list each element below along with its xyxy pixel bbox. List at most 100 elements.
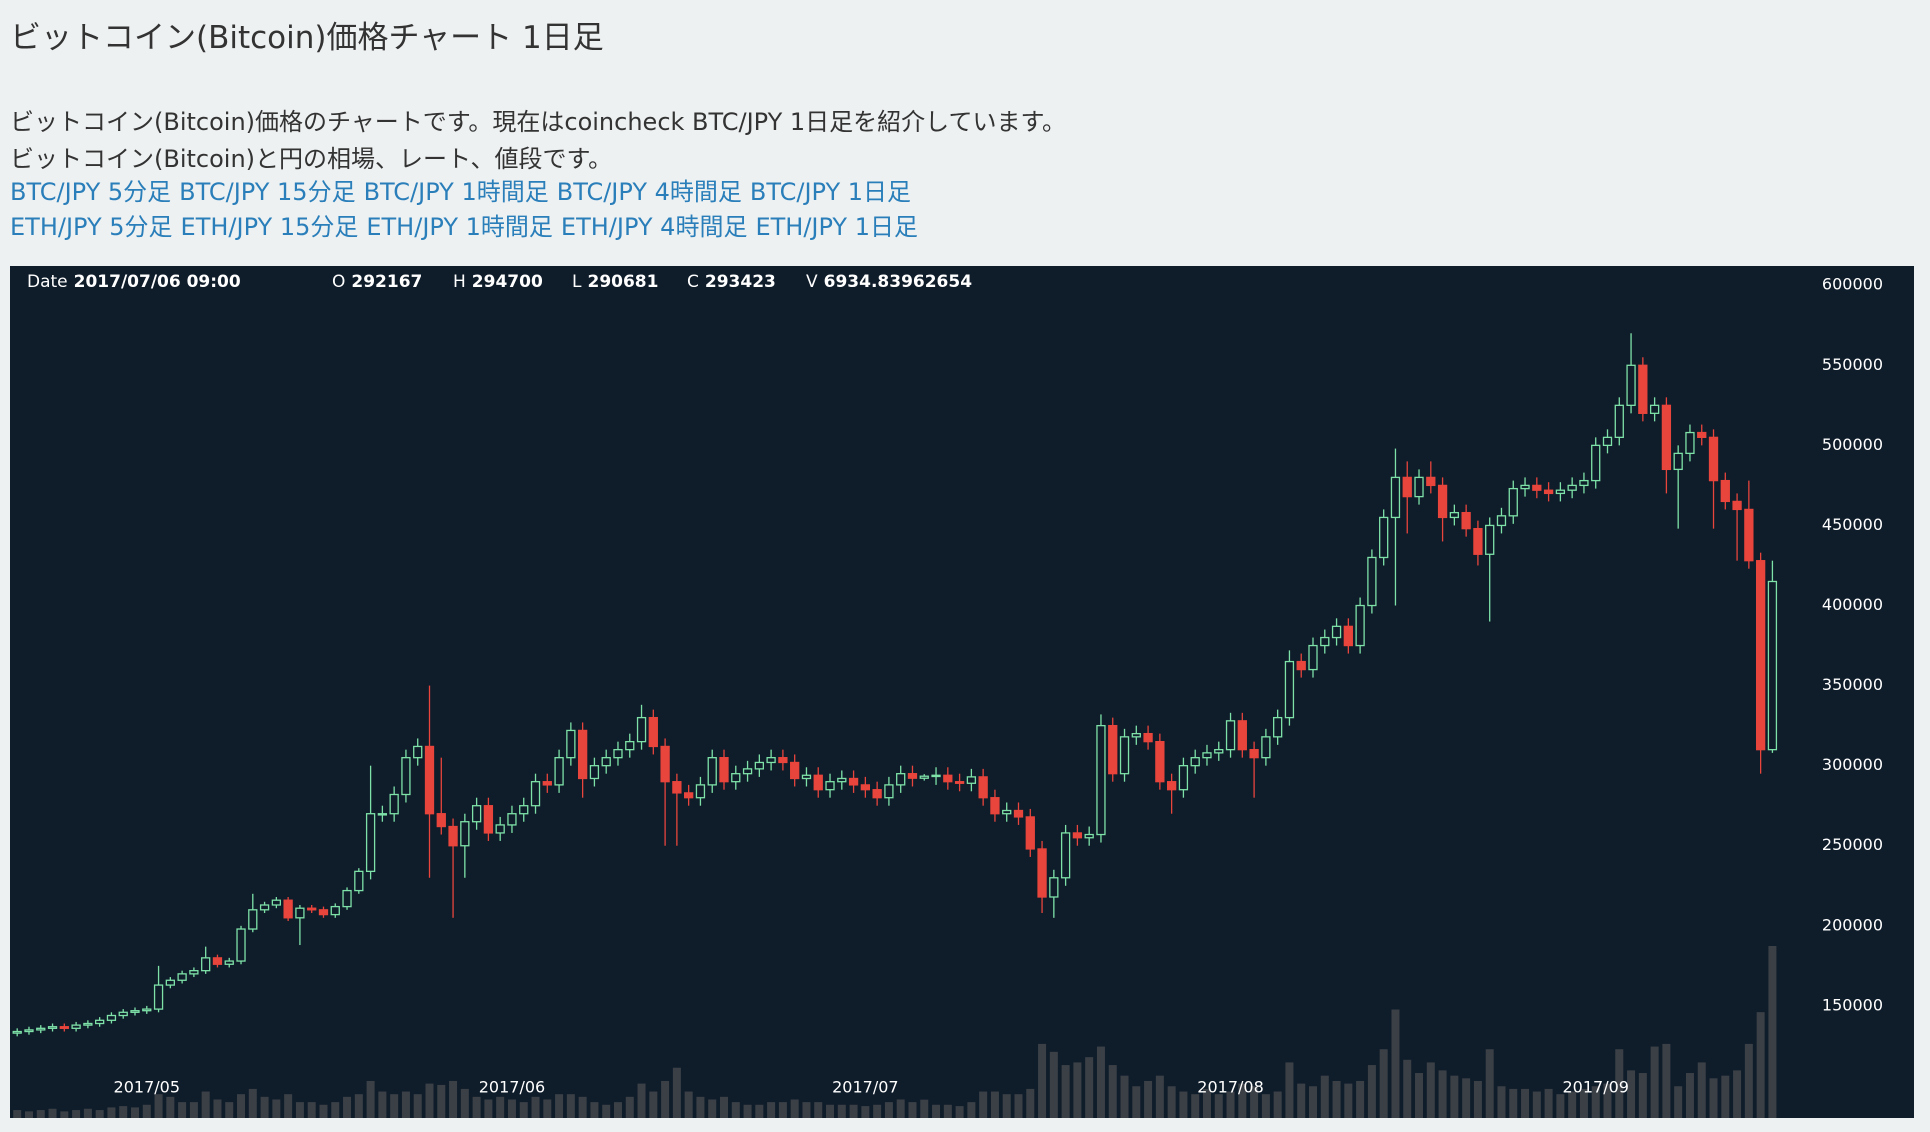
candle-body	[1473, 527, 1483, 555]
candle-body	[1284, 660, 1295, 719]
volume-bar	[1473, 1080, 1482, 1118]
x-tick-label: 2017/06	[479, 1078, 545, 1097]
volume-bar	[260, 1096, 269, 1118]
volume-bar	[496, 1096, 505, 1118]
volume-bar	[861, 1106, 870, 1118]
volume-bar	[802, 1102, 811, 1118]
volume-bar	[507, 1099, 516, 1118]
candle-body	[295, 907, 305, 919]
candle-body	[1214, 749, 1224, 754]
candle-body	[1049, 877, 1059, 898]
y-tick-label: 400000	[1822, 595, 1883, 614]
volume-bar	[1638, 1073, 1647, 1118]
volume-bar	[1556, 1094, 1565, 1118]
volume-bar	[1344, 1083, 1353, 1118]
candle-body	[236, 928, 246, 962]
volume-bar	[1120, 1075, 1129, 1118]
candle-body	[1225, 720, 1236, 751]
candle-body	[1190, 757, 1200, 767]
volume-bar	[284, 1094, 293, 1118]
volume-bar	[95, 1110, 104, 1118]
volume-bar	[1367, 1065, 1376, 1118]
volume-bar	[1108, 1065, 1117, 1118]
candle-body	[684, 792, 694, 799]
chart-link[interactable]: BTC/JPY 15分足	[179, 178, 356, 206]
volume-bar	[201, 1091, 210, 1118]
candle-body	[413, 745, 423, 759]
volume-bar	[1391, 1009, 1400, 1118]
chart-link[interactable]: ETH/JPY 15分足	[180, 213, 359, 241]
candle-body	[589, 765, 600, 780]
volume-bar	[661, 1080, 670, 1118]
chart-link[interactable]: ETH/JPY 4時間足	[560, 213, 748, 241]
volume-bar	[649, 1091, 658, 1118]
candle-body	[1155, 740, 1165, 783]
candle-body	[1673, 452, 1683, 471]
candle-body	[1426, 476, 1436, 487]
volume-bar	[1379, 1049, 1388, 1118]
candle-body	[1084, 833, 1094, 839]
candle-body	[1320, 636, 1330, 647]
volume-bar	[1733, 1070, 1742, 1118]
candle-body	[1060, 832, 1071, 879]
candle-body	[601, 757, 611, 767]
candle-body	[577, 729, 588, 780]
chart-link[interactable]: BTC/JPY 1時間足	[363, 178, 549, 206]
legend-value: 2017/07/06 09:00	[74, 272, 241, 292]
volume-bar	[743, 1104, 752, 1118]
candle-body	[766, 757, 776, 764]
chart-link[interactable]: ETH/JPY 1日足	[755, 213, 918, 241]
chart-link[interactable]: BTC/JPY 5分足	[10, 178, 172, 206]
chart-link[interactable]: ETH/JPY 1時間足	[366, 213, 553, 241]
volume-bar	[24, 1111, 33, 1118]
volume-bar	[555, 1094, 564, 1118]
volume-bar	[932, 1104, 941, 1118]
volume-bar	[531, 1096, 540, 1118]
candle-body	[1543, 489, 1554, 495]
volume-bar	[1627, 1070, 1636, 1118]
volume-bar	[1179, 1091, 1188, 1118]
chart-link[interactable]: BTC/JPY 4時間足	[556, 178, 742, 206]
volume-bar	[637, 1083, 646, 1118]
volume-bar	[1403, 1059, 1412, 1118]
volume-bar	[331, 1102, 340, 1118]
candle-body	[1131, 732, 1141, 738]
candle-body	[1437, 484, 1448, 519]
volume-bar	[1014, 1094, 1023, 1118]
candle-body	[248, 909, 258, 930]
volume-bar	[1662, 1043, 1671, 1118]
y-tick-label: 250000	[1822, 835, 1883, 854]
candle-body	[1331, 625, 1342, 639]
volume-bar	[119, 1106, 128, 1118]
candle-body	[1308, 644, 1318, 671]
candle-body	[1697, 431, 1707, 439]
candle-body	[1649, 404, 1660, 414]
volume-bar	[896, 1099, 905, 1118]
legend-label: O	[332, 272, 345, 292]
candle-body	[613, 749, 623, 759]
candle-body	[36, 1027, 46, 1031]
volume-bar	[378, 1091, 387, 1118]
candle-body	[790, 761, 800, 780]
volume-bar	[1191, 1094, 1200, 1118]
chart-background	[10, 266, 1914, 1118]
candle-body	[1720, 479, 1730, 503]
volume-bar	[720, 1096, 728, 1118]
candle-body	[130, 1010, 140, 1013]
candle-body	[436, 813, 446, 828]
chart-link[interactable]: ETH/JPY 5分足	[10, 213, 173, 241]
candle-body	[837, 777, 847, 783]
volume-bar	[1202, 1088, 1211, 1118]
volume-bar	[1462, 1078, 1471, 1118]
candle-body	[1108, 724, 1118, 775]
candle-body	[83, 1022, 93, 1026]
candle-body	[1296, 660, 1306, 671]
candle-body	[153, 984, 164, 1010]
volume-bar	[60, 1111, 69, 1118]
candle-body	[318, 909, 329, 916]
candle-body	[471, 805, 482, 823]
candle-body	[271, 899, 282, 906]
chart-link[interactable]: BTC/JPY 1日足	[749, 178, 912, 206]
volume-bar	[1144, 1080, 1153, 1118]
candle-body	[731, 773, 741, 783]
